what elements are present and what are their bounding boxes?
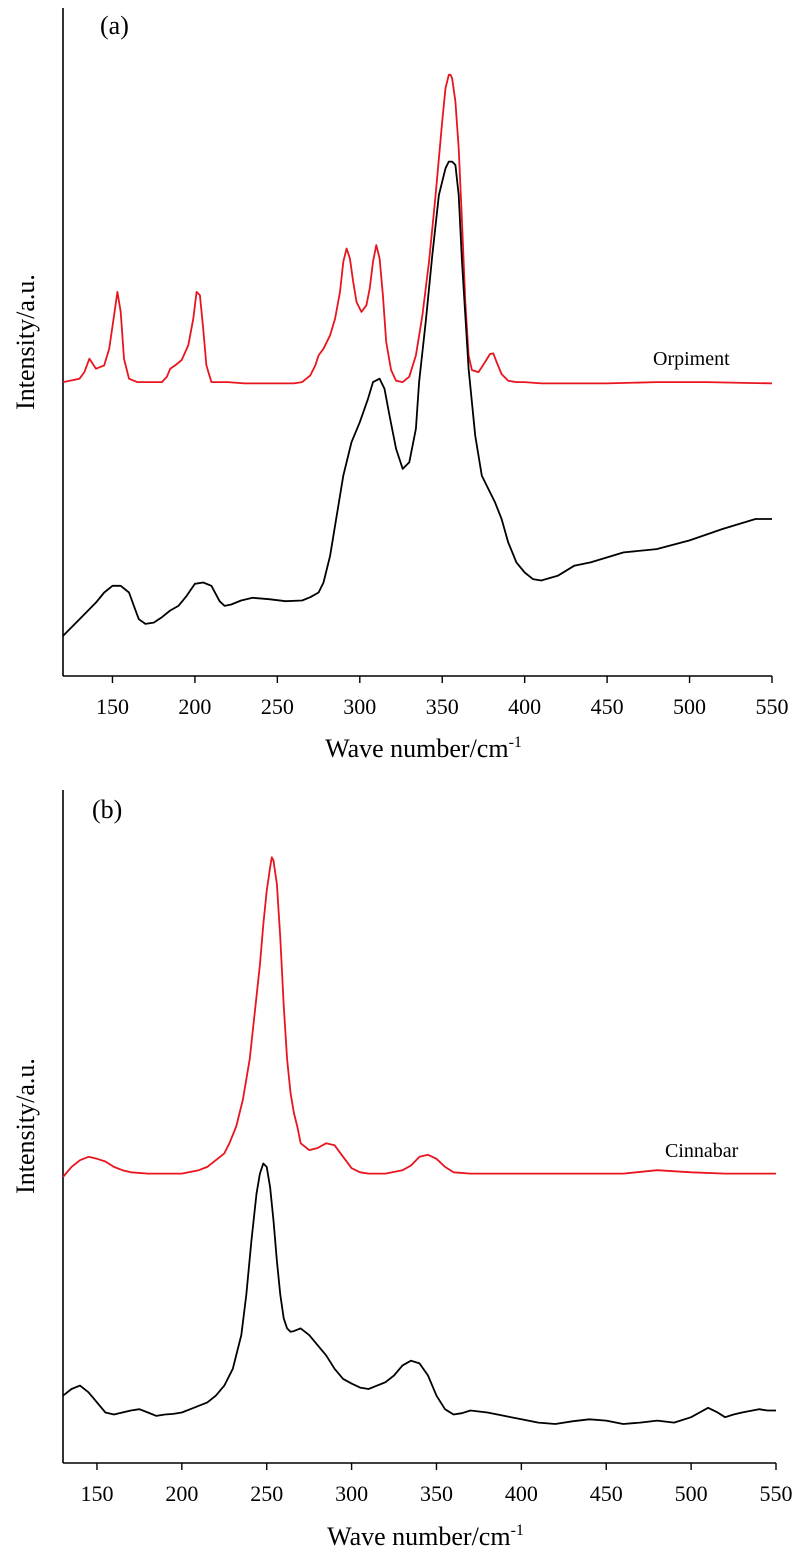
x-axis-title-main: Wave number/cm bbox=[327, 1522, 510, 1551]
x-axis-title-superscript: -1 bbox=[509, 734, 522, 751]
x-tick-label: 250 bbox=[250, 1481, 283, 1506]
x-tick-label: 400 bbox=[508, 694, 541, 719]
x-tick-label: 500 bbox=[673, 694, 706, 719]
x-tick-label: 300 bbox=[335, 1481, 368, 1506]
x-axis-title: Wave number/cm-1 bbox=[327, 1522, 524, 1551]
chart-panel-b: 150 200 250 300 350 400 450 500 550 (b) Intensity/… bbox=[11, 790, 793, 1551]
x-tick-label: 250 bbox=[261, 694, 294, 719]
cinnabar-spectrum-line bbox=[62, 856, 776, 1178]
sample-spectrum-line bbox=[62, 160, 772, 637]
x-axis-title: Wave number/cm-1 bbox=[325, 734, 522, 763]
x-tick-label: 450 bbox=[591, 694, 624, 719]
series-label-cinnabar: Cinnabar bbox=[665, 1140, 739, 1162]
sample-spectrum-line bbox=[62, 1162, 776, 1425]
x-tick-label: 350 bbox=[426, 694, 459, 719]
panel-label: (a) bbox=[100, 11, 129, 40]
x-tick-label: 300 bbox=[343, 694, 376, 719]
y-axis-title: Intensity/a.u. bbox=[11, 1058, 40, 1194]
x-tick-label: 500 bbox=[675, 1481, 708, 1506]
x-axis-title-main: Wave number/cm bbox=[325, 734, 508, 763]
x-tick-label: 150 bbox=[80, 1481, 113, 1506]
x-tick-label: 150 bbox=[96, 694, 129, 719]
x-tick-label: 450 bbox=[590, 1481, 623, 1506]
x-axis-title-superscript: -1 bbox=[511, 1522, 524, 1539]
series-label-orpiment: Orpiment bbox=[653, 348, 730, 370]
x-tick-label: 200 bbox=[165, 1481, 198, 1506]
orpiment-spectrum-line bbox=[62, 73, 773, 385]
chart-panel-a: 150 200 250 300 350 400 450 500 550 (a) Intensity/… bbox=[11, 8, 789, 763]
panel-label: (b) bbox=[92, 795, 122, 824]
x-tick-label: 550 bbox=[756, 694, 789, 719]
x-tick-label: 550 bbox=[760, 1481, 793, 1506]
x-tick-label: 350 bbox=[420, 1481, 453, 1506]
y-axis-title: Intensity/a.u. bbox=[11, 274, 40, 410]
x-tick-label: 200 bbox=[178, 694, 211, 719]
x-tick-label: 400 bbox=[505, 1481, 538, 1506]
